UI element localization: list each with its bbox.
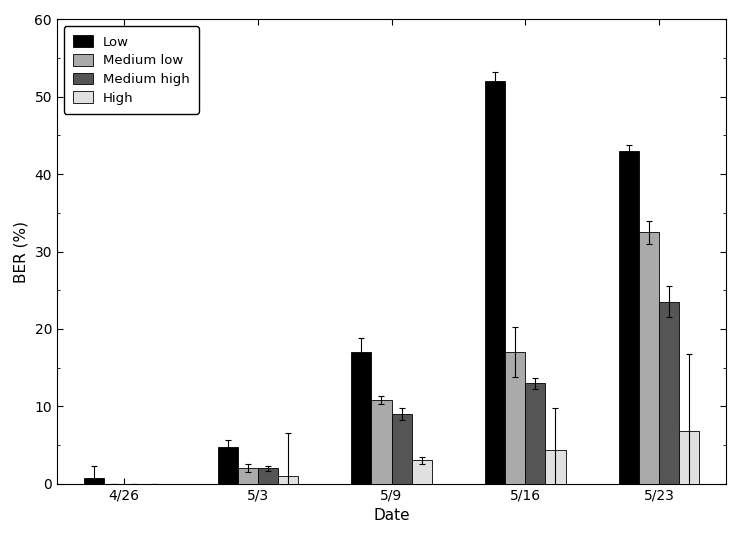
- Bar: [84, 477, 104, 484]
- Bar: [411, 461, 431, 484]
- Bar: [278, 476, 297, 484]
- Bar: [545, 451, 565, 484]
- Bar: [371, 400, 391, 484]
- Bar: [659, 302, 679, 484]
- Bar: [391, 414, 411, 484]
- Y-axis label: BER (%): BER (%): [14, 221, 29, 282]
- Bar: [679, 431, 699, 484]
- Bar: [505, 352, 525, 484]
- Bar: [218, 447, 238, 484]
- Bar: [485, 81, 505, 484]
- Legend: Low, Medium low, Medium high, High: Low, Medium low, Medium high, High: [64, 26, 199, 114]
- Bar: [352, 352, 371, 484]
- Bar: [258, 468, 278, 484]
- Bar: [238, 468, 258, 484]
- Bar: [619, 151, 639, 484]
- Bar: [525, 383, 545, 484]
- Bar: [639, 232, 659, 484]
- X-axis label: Date: Date: [373, 508, 410, 523]
